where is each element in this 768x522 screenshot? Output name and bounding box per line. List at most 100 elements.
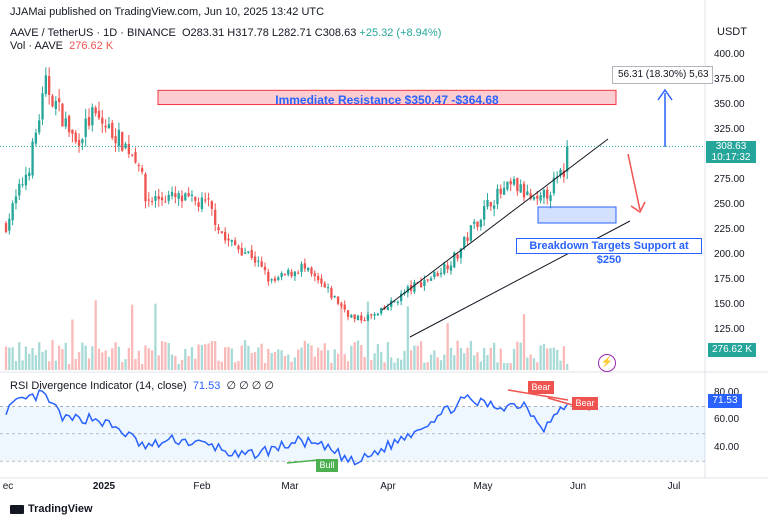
tradingview-logo-icon [10,504,24,514]
symbol-name[interactable]: AAVE / TetherUS · 1D · BINANCE [10,27,176,39]
candle-body [77,140,81,146]
candle-body [18,184,21,196]
volume-bar [376,343,380,370]
ohlc-close: C308.63 [314,27,357,39]
candle-body [522,183,526,198]
ohlc-open: O283.31 [182,27,225,39]
price-axis[interactable]: 400.00375.00350.00325.00300.00275.00250.… [706,0,762,370]
volume-bar [34,355,38,370]
candle-body [326,287,330,289]
candle-body [233,240,237,246]
candle-body [479,219,483,227]
candle-body [492,205,496,209]
volume-bar [522,313,526,370]
time-tick: May [473,481,493,492]
lightning-icon[interactable]: ⚡ [598,354,616,372]
candle-body [217,227,220,231]
volume-bar [71,319,74,370]
volume-bar [459,347,463,370]
volume-bar [200,344,204,370]
candle-body [290,271,293,277]
volume-bar [287,354,290,370]
volume-bar [316,347,320,370]
support-zone [537,206,617,224]
volume-bar [446,323,449,370]
measure-label[interactable]: 56.31 (18.30%) 5,63 [612,66,713,84]
bull-divergence-line [286,459,319,464]
volume-bar [11,347,14,370]
candle-body [443,264,446,274]
candle-body [536,195,539,199]
volume-bar [310,345,313,370]
candle-body [499,188,502,194]
volume-info: Vol · AAVE 276.62 K [10,40,113,52]
candle-body [190,194,194,197]
volume-bar [499,348,502,370]
rsi-tick: 60.00 [714,414,740,426]
volume-bar [94,300,97,370]
time-tick: Apr [380,481,396,492]
volume-bar [257,347,260,370]
volume-bar [479,361,483,370]
candle-body [502,187,506,195]
candle-body [237,245,240,250]
volume-bar [117,346,121,370]
candle-body [446,265,449,270]
volume-bar [549,348,552,370]
volume-bar [24,346,28,370]
candle-body [333,295,336,297]
candle-body [147,199,150,201]
time-tick: Jul [667,481,681,492]
candle-body [160,197,164,201]
volume-bar [97,348,101,370]
volume-bar [107,356,111,370]
candle-body [297,272,300,274]
down-arrow-line [627,153,641,211]
time-axis[interactable]: ec 2025 Feb Mar Apr May Jun Jul [0,478,700,494]
ohlc-low: L282.71 [271,27,312,39]
rsi-title[interactable]: RSI Divergence Indicator (14, close) [10,380,187,392]
price-tick: 175.00 [714,274,745,285]
candle-body [31,141,34,176]
candle-body [61,103,64,127]
rsi-axis[interactable]: 80.00 60.00 40.00 [706,370,762,470]
volume-bar [194,358,197,370]
volume-bar [559,360,562,370]
volume-bar [363,357,366,370]
volume-bar [326,350,330,370]
resistance-label[interactable]: Immediate Resistance $350.47 -$364.68 [275,93,499,107]
volume-bar [483,347,486,370]
volume-bar [18,342,21,370]
support-label[interactable]: Breakdown Targets Support at $250 [516,238,702,266]
candle-body [247,251,250,253]
candle-body [526,191,529,196]
candle-body [356,315,360,321]
volume-bar [393,362,396,370]
candle-body [542,189,546,198]
candle-body [164,201,167,203]
last-price-value: 308.63 [715,141,747,152]
candle-body [373,314,376,316]
volume-bar [280,350,283,370]
volume-bar [426,362,429,370]
volume-bar [386,342,390,370]
candle-body [483,206,486,220]
volume-bar [54,360,57,370]
candle-body [552,177,556,194]
volume-bar [91,346,94,370]
price-tick: 150.00 [714,299,745,310]
candle-body [436,273,439,277]
volume-bar [81,342,84,370]
candle-body [223,231,227,241]
volume-bar [114,342,117,370]
candle-body [363,320,366,322]
candle-body [366,314,370,321]
volume-bar [250,352,253,370]
candle-body [267,271,270,282]
down-arrow-head [630,201,646,214]
candle-body [91,107,94,126]
candle-body [210,201,214,209]
candle-body [549,195,552,201]
currency-label[interactable]: USDT [717,26,747,38]
